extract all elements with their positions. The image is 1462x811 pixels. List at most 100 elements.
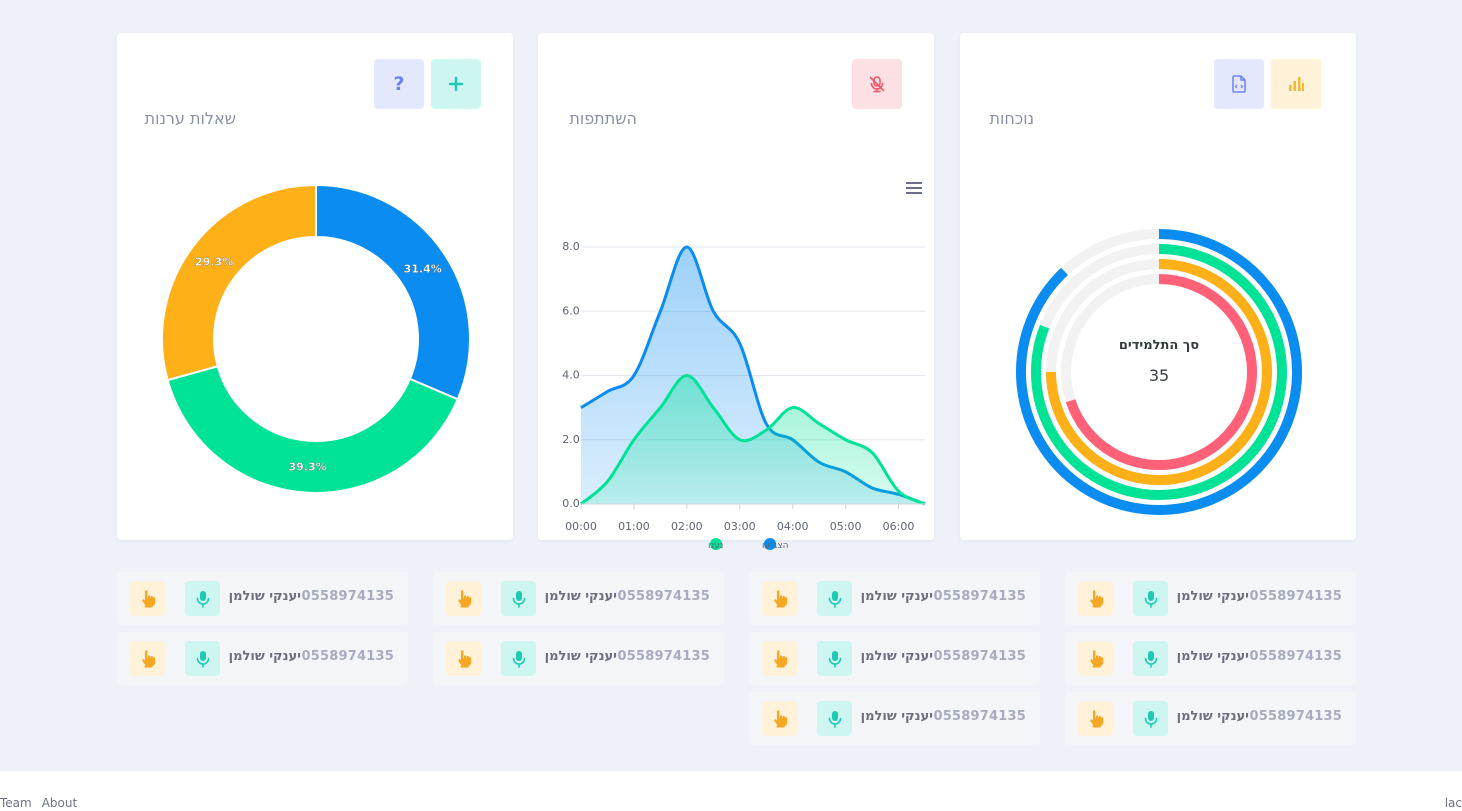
x-tick-label: 03:00 (724, 520, 756, 533)
donut-slice-label: 31.4% (404, 262, 442, 275)
radial-bar[interactable] (1046, 259, 1272, 485)
questions-card: שאלות ערנות ? 31.4% 39.3% 29.3% (117, 33, 513, 540)
hand-pointer-icon (141, 649, 155, 667)
x-tick-label: 02:00 (671, 520, 703, 533)
hand-pointer-icon (773, 649, 787, 667)
student-phone: 0558974135 (933, 589, 1026, 604)
student-phone: 0558974135 (617, 649, 710, 664)
student-name: יענקי שולמן (544, 649, 617, 664)
mic-button[interactable] (501, 641, 536, 676)
footer-right-text: lac (1444, 796, 1462, 810)
x-tick-label: 06:00 (883, 520, 915, 533)
raise-hand-button[interactable] (762, 641, 797, 676)
mic-button[interactable] (1133, 701, 1168, 736)
donut-slice[interactable] (166, 364, 460, 494)
microphone-icon (1144, 650, 1157, 668)
legend-marker[interactable] (710, 538, 722, 550)
mic-button[interactable] (185, 581, 220, 616)
microphone-icon (828, 590, 841, 608)
radial-bar[interactable] (1031, 244, 1287, 500)
help-button[interactable]: ? (374, 59, 424, 109)
mic-button[interactable] (1133, 641, 1168, 676)
mic-button[interactable] (1133, 581, 1168, 616)
student-tile: יענקי שולמן 0558974135 (433, 632, 724, 685)
chart-menu-icon[interactable] (906, 182, 922, 194)
document-icon (1232, 75, 1246, 93)
participation-card-title: השתתפות (569, 109, 637, 128)
y-tick-label: 6.0 (562, 304, 580, 317)
raise-hand-button[interactable] (1078, 581, 1113, 616)
footer-links: Team About (0, 796, 87, 810)
participation-area-chart: 0.0 2.0 4.0 6.0 8.0 00:00 01:00 02:00 03:00 04:00… (562, 240, 926, 551)
raise-hand-button[interactable] (446, 581, 481, 616)
raise-hand-button[interactable] (762, 701, 797, 736)
student-tile: יענקי שולמן 0558974135 (1065, 632, 1356, 685)
radial-bar[interactable] (1016, 229, 1302, 515)
student-name: יענקי שולמן (228, 649, 301, 664)
footer-team-link[interactable]: Team (0, 796, 32, 810)
student-phone: 0558974135 (301, 589, 394, 604)
attendance-center-label: סך התלמידים (1119, 338, 1199, 353)
questions-donut-chart: 31.4% 39.3% 29.3% (161, 183, 471, 494)
hand-pointer-icon (1089, 709, 1103, 727)
x-tick-label: 04:00 (777, 520, 809, 533)
microphone-icon (1144, 710, 1157, 728)
student-name: יענקי שולמן (544, 589, 617, 604)
stats-button[interactable] (1271, 59, 1321, 109)
attendance-center-value: 35 (1149, 366, 1169, 385)
student-tile: יענקי שולמן 0558974135 (1065, 572, 1356, 625)
microphone-icon (828, 650, 841, 668)
radial-bar[interactable] (1065, 274, 1257, 470)
student-tile: יענקי שולמן 0558974135 (749, 692, 1040, 745)
mic-button[interactable] (817, 641, 852, 676)
student-name: יענקי שולמן (860, 589, 933, 604)
hand-pointer-icon (141, 589, 155, 607)
student-name: יענקי שולמן (860, 709, 933, 724)
microphone-icon (512, 650, 525, 668)
student-phone: 0558974135 (1249, 589, 1342, 604)
hand-pointer-icon (457, 649, 471, 667)
mic-button[interactable] (185, 641, 220, 676)
mic-off-icon (869, 76, 885, 93)
attendance-radial-chart: סך התלמידים 35 (1016, 229, 1302, 515)
footer-about-link[interactable]: About (41, 796, 78, 810)
donut-slice-label: 29.3% (195, 256, 233, 269)
x-tick-label: 00:00 (565, 520, 597, 533)
student-tile: יענקי שולמן 0558974135 (433, 572, 724, 625)
y-tick-label: 0.0 (562, 497, 580, 510)
raise-hand-button[interactable] (446, 641, 481, 676)
raise-hand-button[interactable] (762, 581, 797, 616)
mic-button[interactable] (817, 581, 852, 616)
hand-pointer-icon (773, 589, 787, 607)
donut-slice-label: 39.3% (288, 461, 326, 474)
student-name: יענקי שולמן (1176, 649, 1249, 664)
report-button[interactable] (1214, 59, 1264, 109)
student-phone: 0558974135 (1249, 709, 1342, 724)
raise-hand-button[interactable] (1078, 701, 1113, 736)
microphone-icon (196, 650, 209, 668)
student-name: יענקי שולמן (1176, 589, 1249, 604)
participation-card: השתתפות 0.0 2.0 4.0 6.0 8.0 00:00 01:00 02:00 03… (538, 33, 934, 551)
student-tile: יענקי שולמן 0558974135 (1065, 692, 1356, 745)
microphone-icon (828, 710, 841, 728)
donut-slice[interactable] (161, 183, 317, 382)
plus-icon (448, 76, 464, 92)
mute-button[interactable] (852, 59, 902, 109)
add-button[interactable] (431, 59, 481, 109)
student-name: יענקי שולמן (860, 649, 933, 664)
student-phone: 0558974135 (933, 649, 1026, 664)
x-tick-label: 01:00 (618, 520, 650, 533)
microphone-icon (1144, 590, 1157, 608)
raise-hand-button[interactable] (1078, 641, 1113, 676)
legend-marker[interactable] (764, 538, 776, 550)
series-line (580, 373, 926, 506)
student-phone: 0558974135 (301, 649, 394, 664)
student-phone: 0558974135 (1249, 649, 1342, 664)
raise-hand-button[interactable] (130, 581, 165, 616)
mic-button[interactable] (817, 701, 852, 736)
raise-hand-button[interactable] (130, 641, 165, 676)
hand-pointer-icon (457, 589, 471, 607)
student-tile: יענקי שולמן 0558974135 (117, 632, 408, 685)
donut-slice[interactable] (315, 183, 471, 401)
mic-button[interactable] (501, 581, 536, 616)
